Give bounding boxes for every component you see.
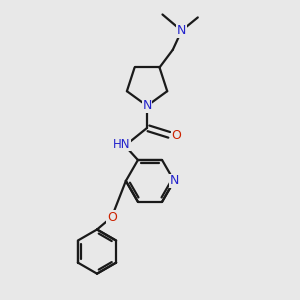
Text: O: O xyxy=(172,129,182,142)
Text: O: O xyxy=(107,211,117,224)
Text: N: N xyxy=(177,24,186,37)
Text: N: N xyxy=(170,174,179,188)
Text: N: N xyxy=(142,99,152,112)
Text: HN: HN xyxy=(113,138,131,151)
